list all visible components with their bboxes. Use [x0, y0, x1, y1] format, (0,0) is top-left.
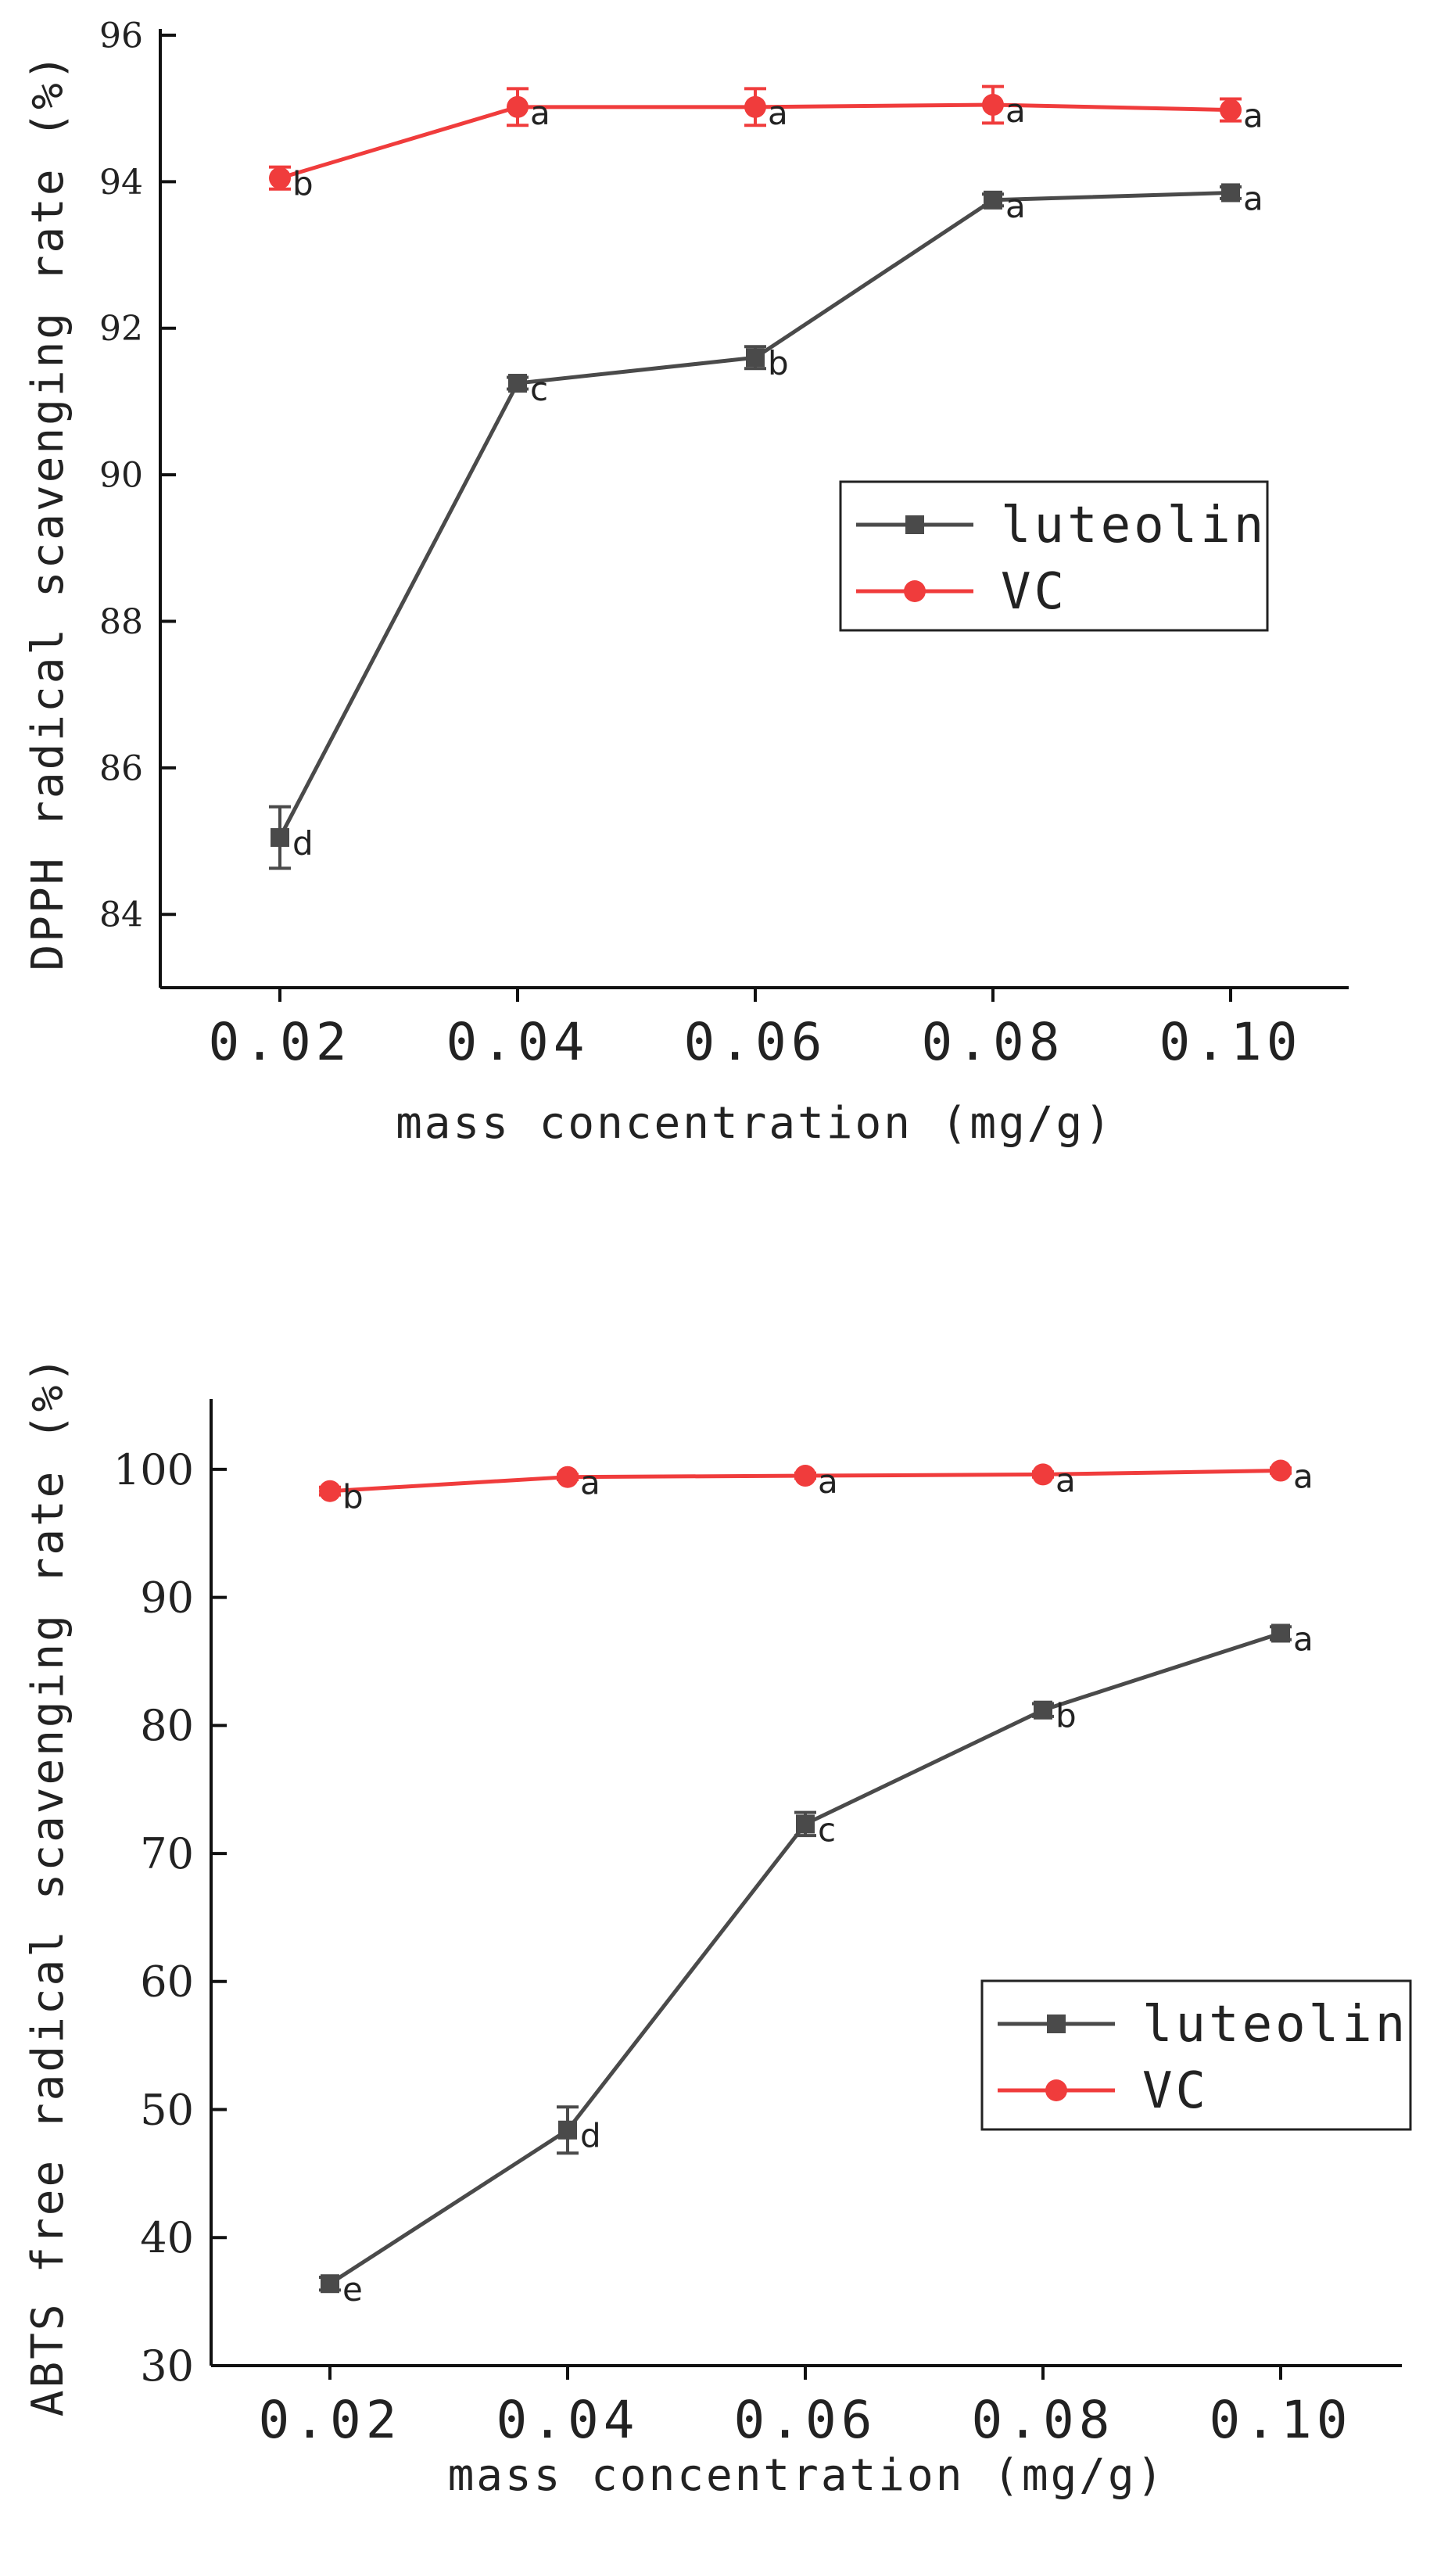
legend: luteolin VC: [839, 480, 1269, 632]
significance-letter: a: [1005, 187, 1026, 225]
data-point: [744, 95, 766, 118]
data-point: [271, 827, 289, 847]
y-tick-label: 80: [140, 1701, 194, 1750]
dpph-chart: 84 86 88 90 92 94 96 0.02 0.04 0.06 0.08 0.10 mass c…: [23, 16, 1349, 1149]
data-point: [794, 1465, 816, 1487]
x-tick-label: 0.06: [734, 2390, 877, 2450]
legend-marker: [1045, 2079, 1067, 2101]
x-tick-label: 0.06: [684, 1012, 827, 1072]
series-vc: b a a a a: [269, 84, 1263, 203]
significance-letter: a: [580, 1464, 600, 1502]
data-point: [319, 1480, 341, 1502]
significance-letter: a: [1293, 1620, 1314, 1658]
y-tick-label: 86: [99, 748, 143, 788]
y-tick-label: 84: [99, 895, 143, 935]
x-tick-label: 0.10: [1210, 2390, 1353, 2450]
data-point: [269, 167, 291, 189]
data-point: [1032, 1463, 1054, 1486]
data-point: [746, 348, 765, 368]
y-tick-label: 88: [99, 602, 143, 642]
y-tick-label: 94: [99, 163, 143, 203]
data-point: [1220, 99, 1242, 121]
x-tick-label: 0.02: [259, 2390, 402, 2450]
significance-letter: b: [342, 1478, 364, 1516]
data-point: [1221, 183, 1240, 203]
x-tick-label: 0.04: [446, 1012, 590, 1072]
data-point: [982, 94, 1004, 117]
y-tick-label: 30: [140, 2341, 194, 2391]
significance-letter: b: [768, 344, 789, 382]
x-tick-label: 0.08: [972, 2390, 1115, 2450]
legend: luteolin VC: [980, 1979, 1412, 2131]
legend-marker: [905, 515, 924, 534]
y-tick-label: 90: [99, 456, 143, 496]
legend-label: luteolin: [1142, 1996, 1408, 2054]
data-point: [1034, 1700, 1052, 1720]
y-tick-label: 50: [140, 2085, 194, 2134]
y-tick-label: 60: [140, 1957, 194, 2007]
data-point: [1271, 1623, 1290, 1643]
significance-letter: a: [1243, 179, 1263, 217]
data-point: [321, 2274, 339, 2294]
x-tick-label: 0.04: [496, 2390, 640, 2450]
x-axis-title: mass concentration (mg/g): [396, 1098, 1113, 1149]
significance-letter: c: [530, 370, 548, 408]
significance-letter: d: [580, 2117, 601, 2155]
legend-label: luteolin: [1001, 497, 1267, 554]
data-point: [796, 1814, 815, 1834]
legend-box: [839, 480, 1269, 632]
significance-letter: a: [1005, 91, 1026, 130]
significance-letter: b: [292, 165, 314, 203]
significance-letter: a: [1243, 97, 1263, 135]
x-axis-title: mass concentration (mg/g): [448, 2450, 1166, 2501]
legend-marker: [1047, 2015, 1066, 2033]
significance-letter: c: [818, 1810, 836, 1849]
significance-letter: a: [1055, 1461, 1076, 1499]
data-point: [508, 374, 527, 393]
data-point: [557, 1466, 579, 1488]
data-point: [507, 95, 529, 118]
y-tick-label: 92: [99, 309, 143, 349]
significance-letter: b: [1055, 1697, 1077, 1735]
data-point: [1270, 1459, 1292, 1482]
significance-letter: a: [768, 94, 788, 132]
y-tick-label: 96: [99, 16, 143, 56]
abts-chart: 30 40 50 60 70 80 90 100 0.02 0.04 0.06 0.08 0.10 mas…: [23, 1354, 1412, 2501]
series-line: [328, 1631, 1281, 2286]
legend-marker: [904, 580, 926, 602]
significance-letter: a: [1293, 1458, 1314, 1496]
data-point: [984, 190, 1002, 210]
significance-letter: d: [292, 824, 314, 863]
x-tick-label: 0.02: [209, 1012, 352, 1072]
significance-letter: a: [530, 94, 550, 132]
x-tick-label: 0.10: [1159, 1012, 1303, 1072]
legend-label: VC: [1001, 563, 1067, 621]
y-tick-label: 40: [140, 2213, 194, 2262]
y-axis-title: ABTS free radical scavenging rate (%): [23, 1354, 73, 2416]
y-tick-label: 100: [113, 1445, 194, 1494]
y-tick-label: 70: [140, 1829, 194, 1878]
series-luteolin: d c b a a: [269, 179, 1263, 870]
legend-label: VC: [1142, 2062, 1209, 2120]
legend-box: [980, 1979, 1412, 2131]
significance-letter: a: [818, 1462, 838, 1501]
x-tick-label: 0.08: [922, 1012, 1065, 1072]
y-tick-label: 90: [140, 1573, 194, 1623]
data-point: [558, 2120, 577, 2140]
y-axis-title: DPPH radical scavenging rate (%): [23, 52, 73, 971]
significance-letter: e: [342, 2270, 363, 2309]
series-luteolin: e d c b a: [319, 1620, 1314, 2309]
